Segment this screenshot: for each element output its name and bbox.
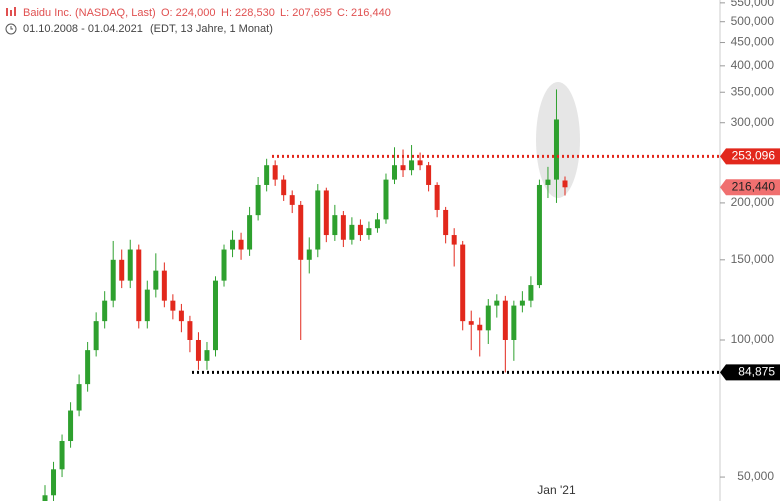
candle-body: [545, 179, 551, 185]
candle-body: [51, 469, 57, 496]
level-box: [720, 364, 780, 381]
candle-body: [153, 270, 159, 290]
candle-body: [477, 324, 483, 331]
candle-body: [332, 215, 338, 236]
candle-body: [502, 300, 508, 340]
candle-body: [289, 195, 295, 205]
candle-body: [93, 321, 99, 351]
last-price-label: 216,440: [732, 179, 776, 193]
candle-body: [383, 179, 389, 220]
candle-body: [127, 249, 133, 281]
candle-body: [366, 228, 372, 236]
candle-body: [306, 249, 312, 260]
candle-body: [187, 321, 193, 340]
candle-body: [272, 165, 278, 180]
candle-body: [511, 305, 517, 340]
y-tick-label: 500,000: [731, 14, 775, 28]
candle-body: [553, 119, 559, 180]
candle-body: [238, 239, 244, 250]
candle-body: [349, 224, 355, 240]
level-label: 84,875: [738, 365, 775, 379]
candle-body: [460, 244, 466, 322]
y-tick-label: 400,000: [731, 58, 775, 72]
candle-body: [230, 239, 236, 250]
candle-body: [76, 384, 82, 411]
y-tick-label: 300,000: [731, 115, 775, 129]
candle-body: [68, 410, 74, 442]
candle-body: [144, 289, 150, 322]
candle-body: [178, 310, 184, 322]
candle-body: [409, 160, 415, 171]
candle-body: [195, 339, 201, 361]
candle-body: [485, 305, 491, 331]
x-tick-label: Jan '21: [537, 483, 576, 497]
title: Baidu Inc. (NASDAQ, Last): [23, 7, 156, 19]
ohlc: H: 228,530: [221, 7, 275, 19]
candle-body: [494, 300, 500, 306]
ohlc: C: 216,440: [337, 7, 391, 19]
candle-body: [340, 215, 346, 240]
date-range: 01.10.2008 - 01.04.2021: [23, 23, 143, 35]
level-box: [720, 148, 780, 165]
y-tick-label: 50,000: [737, 469, 774, 483]
candle-body: [536, 184, 542, 286]
candle-body: [357, 224, 363, 236]
y-tick-label: 200,000: [731, 195, 775, 209]
candle-body: [451, 235, 457, 245]
candle-body: [110, 259, 116, 301]
y-tick-label: 550,000: [731, 0, 775, 9]
candle-body: [323, 190, 329, 236]
candle-body: [136, 249, 142, 322]
candle-body: [298, 204, 304, 260]
ohlc: L: 207,695: [280, 7, 332, 19]
time-zone: (EDT, 13 Jahre, 1 Monat): [150, 23, 273, 35]
candle-body: [119, 259, 125, 281]
header: Baidu Inc. (NASDAQ, Last) O: 224,000 H: …: [5, 7, 391, 35]
candle-body: [562, 180, 568, 188]
candle-body: [374, 219, 380, 229]
candle-body: [247, 215, 253, 250]
candle-body: [170, 300, 176, 311]
candle-body: [281, 179, 287, 196]
candle-body: [161, 270, 167, 301]
candle-body: [417, 160, 423, 166]
candle-body: [426, 165, 432, 185]
y-tick-label: 350,000: [731, 84, 775, 98]
candle-body: [102, 300, 108, 322]
candle-body: [443, 209, 449, 236]
candle-body: [42, 495, 48, 501]
candle-body: [221, 249, 227, 281]
y-tick-label: 150,000: [731, 252, 775, 266]
candle-body: [264, 165, 270, 185]
candle-body: [392, 165, 398, 180]
candle-body: [400, 165, 406, 171]
candle-body: [434, 184, 440, 210]
candle-body: [468, 321, 474, 325]
candle-body: [85, 350, 91, 385]
level-label: 253,096: [732, 149, 776, 163]
candle-body: [528, 285, 534, 301]
candle-body: [59, 441, 65, 470]
candle-body: [212, 280, 218, 351]
candle-body: [255, 184, 261, 216]
y-tick-label: 450,000: [731, 35, 775, 49]
candle-body: [315, 190, 321, 250]
candle-body: [519, 300, 525, 306]
y-tick-label: 100,000: [731, 332, 775, 346]
ohlc: O: 224,000: [161, 7, 215, 19]
last-price-box: [720, 179, 780, 196]
candle-body: [204, 350, 210, 361]
